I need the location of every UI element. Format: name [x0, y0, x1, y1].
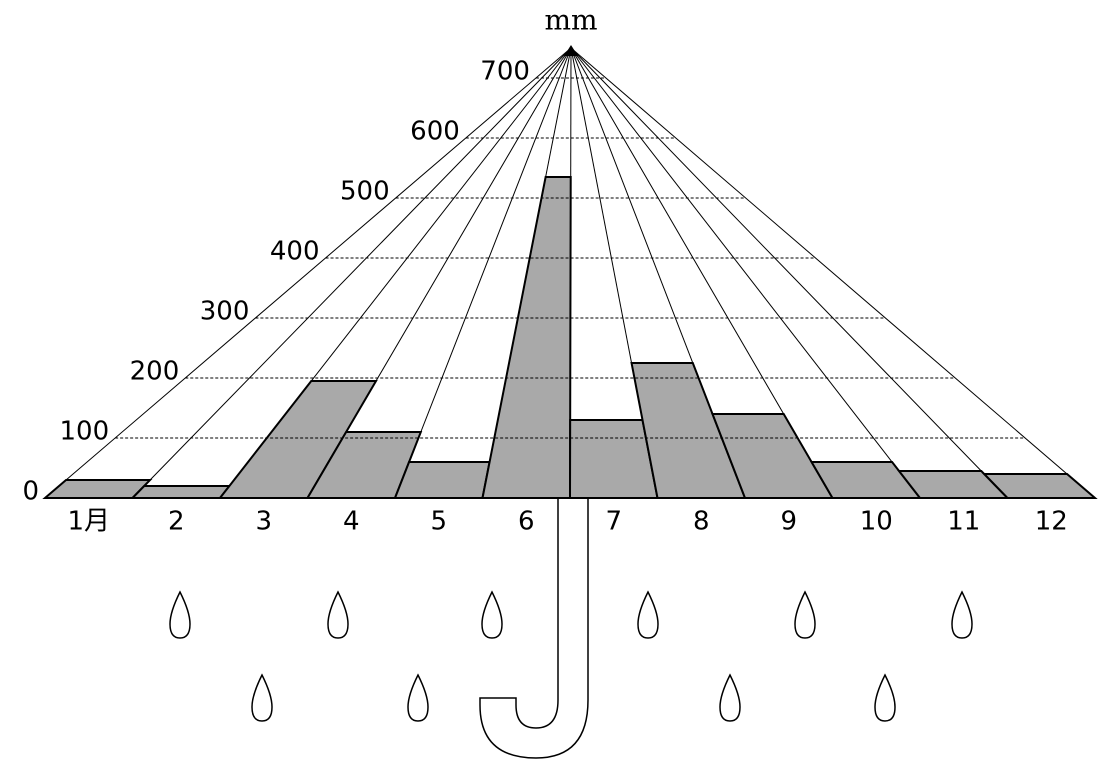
y-axis-label: mm	[544, 4, 597, 37]
x-tick-label: 8	[693, 507, 710, 537]
bar	[395, 462, 490, 498]
x-tick-label: 7	[605, 507, 622, 537]
x-tick-label: 11	[947, 507, 980, 537]
y-tick-label: 200	[130, 357, 180, 387]
y-tick-label: 300	[200, 297, 250, 327]
bar	[133, 486, 230, 498]
x-tick-label: 2	[168, 507, 185, 537]
y-tick-label: 500	[340, 177, 390, 207]
y-tick-label: 700	[480, 57, 530, 87]
umbrella-apex	[564, 45, 578, 56]
chart: mm 0 100 200 300 400 500 600 700 1月 2 3 4 5 6 7 8 9 10 11 1…	[0, 0, 1099, 760]
y-tick-label: 100	[59, 417, 109, 447]
x-tick-label: 12	[1035, 507, 1068, 537]
x-tick-label: 10	[860, 507, 893, 537]
x-tick-label: 5	[430, 507, 447, 537]
x-tick-label: 3	[255, 507, 272, 537]
x-tick-label: 4	[343, 507, 360, 537]
y-tick-label: 600	[410, 117, 460, 147]
y-tick-label: 0	[22, 477, 39, 507]
x-tick-label: 9	[780, 507, 797, 537]
bar	[483, 177, 571, 498]
raindrops	[170, 592, 972, 721]
x-tick-label: 6	[518, 507, 535, 537]
y-tick-label: 400	[270, 237, 320, 267]
umbrella-handle	[480, 498, 588, 758]
x-tick-label: 1月	[67, 507, 110, 537]
